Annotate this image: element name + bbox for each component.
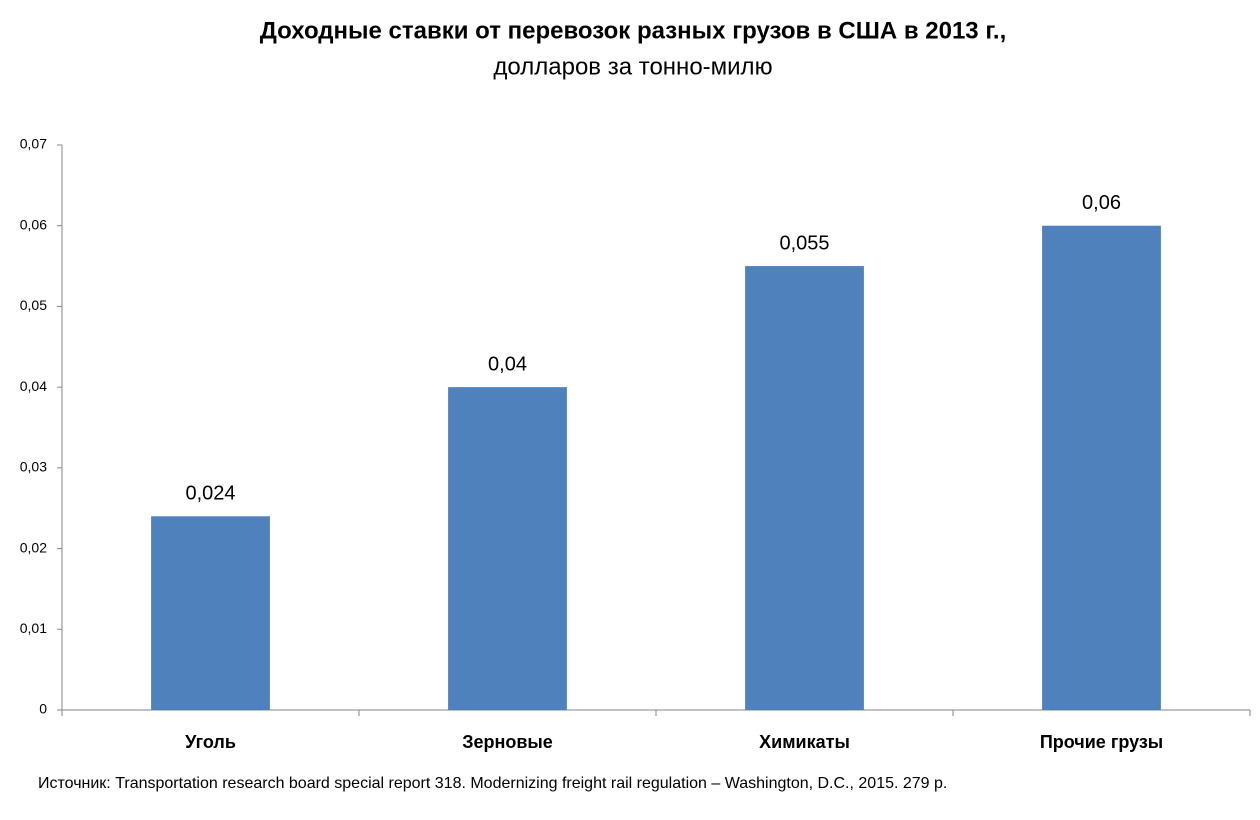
y-tick-label: 0,03 (20, 459, 47, 475)
chart-title: Доходные ставки от перевозок разных груз… (260, 17, 1007, 44)
data-label: 0,055 (779, 232, 829, 254)
y-tick-label: 0,05 (20, 297, 47, 313)
y-tick-label: 0,04 (20, 378, 47, 394)
y-tick-label: 0,01 (20, 620, 47, 636)
source-note: Источник: Transportation research board … (38, 775, 947, 792)
x-tick-label: Химикаты (759, 732, 850, 752)
data-label: 0,04 (488, 353, 527, 375)
y-tick-label: 0,06 (20, 216, 47, 232)
bar (745, 266, 864, 710)
x-tick-label: Зерновые (462, 732, 553, 752)
bar (448, 387, 567, 710)
y-tick-label: 0,07 (20, 136, 47, 152)
data-label: 0,024 (185, 483, 235, 505)
y-tick-label: 0 (39, 701, 47, 717)
bar (151, 516, 270, 710)
x-tick-label: Уголь (185, 732, 236, 752)
chart-subtitle: долларов за тонно-милю (493, 53, 772, 80)
data-label: 0,06 (1082, 192, 1121, 214)
bar (1042, 225, 1161, 710)
x-tick-label: Прочие грузы (1040, 732, 1163, 752)
y-tick-label: 0,02 (20, 539, 47, 555)
